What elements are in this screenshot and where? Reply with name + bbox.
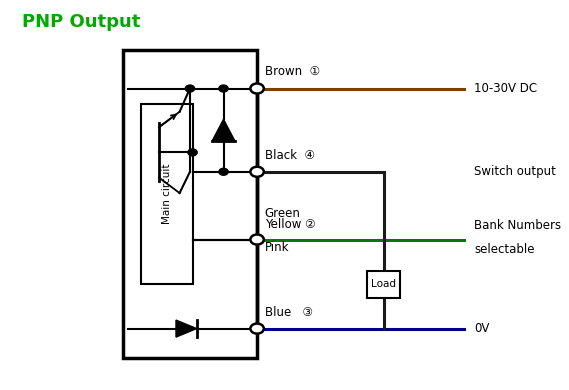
Text: Yellow ②: Yellow ② (265, 218, 315, 231)
Text: Green: Green (265, 207, 301, 220)
Circle shape (250, 167, 264, 177)
Polygon shape (176, 320, 197, 337)
Circle shape (250, 234, 264, 245)
Text: Bank Numbers: Bank Numbers (474, 219, 561, 232)
Text: Blue   ③: Blue ③ (265, 306, 313, 319)
Text: 0V: 0V (474, 322, 489, 335)
Circle shape (250, 324, 264, 333)
Polygon shape (141, 104, 192, 284)
Text: Black  ④: Black ④ (265, 149, 315, 162)
Circle shape (219, 85, 228, 92)
FancyBboxPatch shape (367, 271, 401, 298)
Circle shape (188, 149, 197, 156)
Circle shape (219, 168, 228, 175)
Polygon shape (212, 119, 235, 141)
Text: Pink: Pink (265, 241, 290, 254)
Text: PNP Output: PNP Output (22, 13, 141, 31)
Text: Switch output: Switch output (474, 165, 556, 178)
Circle shape (250, 83, 264, 94)
Text: Load: Load (371, 279, 396, 289)
Text: Brown  ①: Brown ① (265, 65, 320, 78)
Circle shape (185, 85, 195, 92)
Text: 10-30V DC: 10-30V DC (474, 82, 537, 95)
Text: selectable: selectable (474, 243, 534, 256)
Text: Main circuit: Main circuit (162, 164, 172, 224)
